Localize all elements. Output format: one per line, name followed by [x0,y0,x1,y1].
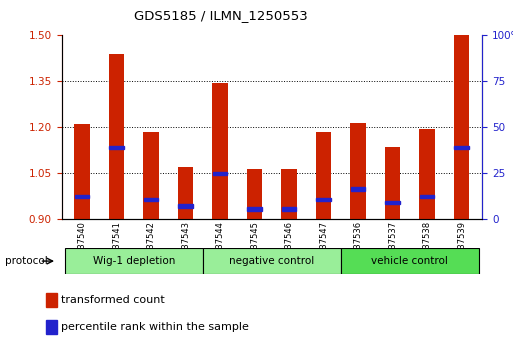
Bar [74,124,90,219]
Bar [281,169,297,219]
Bar [46,320,57,334]
Text: percentile rank within the sample: percentile rank within the sample [62,322,249,332]
Text: transformed count: transformed count [62,295,165,305]
Bar [75,195,89,198]
Bar [247,207,262,211]
Bar [282,207,297,211]
Bar [317,198,331,201]
Bar [419,129,435,219]
Text: GDS5185 / ILMN_1250553: GDS5185 / ILMN_1250553 [134,9,307,22]
Bar [109,54,125,219]
Text: vehicle control: vehicle control [371,256,448,266]
Bar [109,145,124,149]
Bar [455,145,469,149]
Bar [46,293,57,307]
Bar [316,132,331,219]
Bar [385,201,400,205]
Bar [212,83,228,219]
Bar [203,248,341,274]
Bar [454,35,469,219]
Bar [351,187,365,191]
Bar [179,204,193,207]
Bar [341,248,479,274]
Bar [144,132,159,219]
Text: Wig-1 depletion: Wig-1 depletion [93,256,175,266]
Bar [65,248,203,274]
Bar [144,198,159,201]
Text: protocol: protocol [5,256,48,266]
Bar [178,167,193,219]
Text: negative control: negative control [229,256,314,266]
Bar [350,123,366,219]
Bar [385,147,400,219]
Bar [213,172,227,175]
Bar [247,169,263,219]
Bar [420,195,435,198]
